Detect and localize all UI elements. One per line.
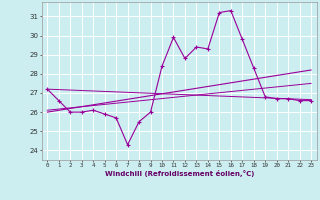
X-axis label: Windchill (Refroidissement éolien,°C): Windchill (Refroidissement éolien,°C) (105, 170, 254, 177)
